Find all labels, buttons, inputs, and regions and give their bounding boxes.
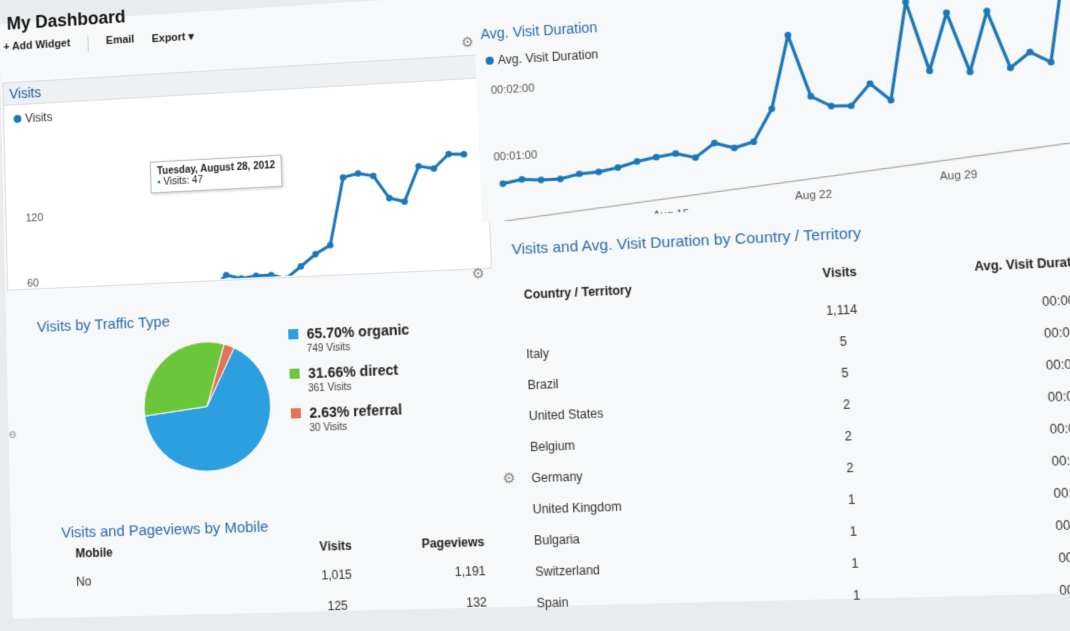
x-axis-line bbox=[35, 279, 470, 289]
cell: 1,191 bbox=[393, 555, 493, 589]
avg-duration-data-point[interactable] bbox=[499, 180, 506, 187]
cell: 00:05:39 bbox=[924, 508, 1070, 546]
avg-duration-line-chart[interactable]: 00:02:00 00:01:00 Aug 8Aug 15Aug 22Aug 2… bbox=[474, 0, 1070, 222]
visits-data-point[interactable] bbox=[268, 272, 275, 279]
gear-icon[interactable]: ⚙ bbox=[502, 469, 516, 487]
y-tick-label: 00:02:00 bbox=[491, 82, 535, 97]
cell: 1,015 bbox=[280, 558, 394, 592]
add-widget-button[interactable]: + Add Widget bbox=[3, 37, 70, 57]
avg-duration-data-point[interactable] bbox=[518, 176, 525, 183]
x-tick-label: Aug 29 bbox=[939, 169, 977, 183]
traffic-pie-chart[interactable] bbox=[136, 333, 279, 480]
email-button[interactable]: Email bbox=[106, 34, 135, 51]
traffic-visits: 361 Visits bbox=[308, 379, 412, 394]
visits-data-point[interactable] bbox=[461, 151, 468, 158]
visits-data-point[interactable] bbox=[283, 275, 290, 282]
avg-duration-data-point[interactable] bbox=[595, 169, 602, 176]
col-header[interactable]: Avg. Visit Duration bbox=[909, 245, 1070, 291]
mobile-title: Visits and Pageviews by Mobile bbox=[61, 518, 269, 541]
legend-swatch bbox=[288, 329, 298, 340]
y-tick-label: 120 bbox=[26, 212, 44, 225]
cell: 1 bbox=[785, 578, 929, 613]
cell: 1 bbox=[783, 546, 927, 582]
cell: 00:00:11 bbox=[926, 540, 1070, 577]
avg-duration-data-point[interactable] bbox=[557, 176, 564, 183]
visits-data-point[interactable] bbox=[208, 286, 214, 289]
avg-duration-data-point[interactable] bbox=[634, 158, 641, 165]
visits-data-point[interactable] bbox=[194, 284, 200, 288]
x-axis-line bbox=[502, 139, 1070, 221]
traffic-visits: 30 Visits bbox=[309, 419, 413, 434]
country-title: Visits and Avg. Visit Duration by Countr… bbox=[511, 225, 861, 259]
cell: 1 bbox=[780, 482, 924, 518]
cell: 00:00:00 bbox=[927, 573, 1070, 610]
cell: 00:00:00 bbox=[917, 379, 1070, 418]
visits-data-point[interactable] bbox=[355, 170, 362, 177]
collapse-icon[interactable]: ⊖ bbox=[8, 430, 16, 441]
export-dropdown[interactable]: Export ▾ bbox=[152, 30, 195, 48]
traffic-legend-item: 65.70% organic 749 Visits bbox=[288, 321, 410, 355]
country-table: Country / Territory Visits Avg. Visit Du… bbox=[517, 245, 1070, 619]
visits-data-point[interactable] bbox=[238, 275, 245, 282]
visits-data-point[interactable] bbox=[253, 272, 260, 279]
cell: 125 bbox=[281, 589, 395, 623]
avg-duration-data-point[interactable] bbox=[538, 177, 545, 184]
visits-widget: Visits ⚙ Visits 120 60 Aug 8Aug 15Aug 22… bbox=[2, 54, 492, 291]
cell: 2 bbox=[778, 450, 922, 486]
page-title: My Dashboard bbox=[7, 7, 126, 35]
traffic-percent: 2.63% referral bbox=[309, 401, 402, 421]
legend-swatch bbox=[289, 368, 299, 379]
avg-duration-series-line bbox=[495, 0, 1070, 184]
traffic-visits: 749 Visits bbox=[307, 340, 410, 355]
traffic-legend-item: 31.66% direct 361 Visits bbox=[289, 361, 411, 395]
traffic-percent: 65.70% organic bbox=[306, 321, 409, 342]
cell: 1 bbox=[782, 514, 926, 550]
avg-duration-data-point[interactable] bbox=[672, 150, 679, 157]
cell: 5 bbox=[774, 355, 917, 392]
traffic-type-title: Visits by Traffic Type bbox=[37, 313, 170, 336]
y-tick-label: 00:01:00 bbox=[493, 149, 537, 163]
y-tick-label: 60 bbox=[27, 277, 39, 288]
cell: 00:00:00 bbox=[919, 411, 1070, 449]
traffic-legend: 65.70% organic 749 Visits 31.66% direct … bbox=[288, 321, 413, 435]
cell: 132 bbox=[394, 586, 494, 620]
cell: 00:00:00 bbox=[920, 443, 1070, 481]
toolbar-divider bbox=[87, 36, 88, 52]
legend-swatch bbox=[291, 408, 301, 419]
tooltip-label: Visits: 47 bbox=[163, 175, 203, 188]
toolbar: + Add Widget Email Export ▾ bbox=[3, 30, 194, 57]
traffic-percent: 31.66% direct bbox=[308, 361, 399, 381]
visits-data-point[interactable] bbox=[179, 284, 185, 289]
x-tick-label: Aug 15 bbox=[653, 208, 690, 222]
visits-widget-title: Visits bbox=[9, 84, 41, 101]
col-header[interactable]: Visits bbox=[769, 254, 912, 298]
chart-tooltip: Tuesday, August 28, 2012 ▪ Visits: 47 bbox=[150, 155, 283, 194]
avg-duration-data-point[interactable] bbox=[653, 154, 660, 161]
x-tick-label: Aug 22 bbox=[795, 189, 833, 203]
traffic-legend-item: 2.63% referral 30 Visits bbox=[291, 401, 413, 435]
cell: 00:00:00 bbox=[922, 476, 1070, 514]
col-header[interactable]: Pageviews bbox=[392, 534, 491, 557]
avg-duration-data-point[interactable] bbox=[614, 164, 621, 171]
mobile-table: Mobile Visits Pageviews No 1,015 1,191 1… bbox=[69, 534, 493, 627]
gear-icon[interactable]: ⚙ bbox=[471, 265, 484, 283]
visits-data-point[interactable] bbox=[164, 284, 170, 289]
gear-icon[interactable]: ⚙ bbox=[461, 34, 474, 52]
cell: 2 bbox=[777, 418, 920, 455]
avg-duration-widget: Avg. Visit Duration Avg. Visit Duration … bbox=[474, 0, 1070, 222]
cell: 2 bbox=[775, 386, 918, 423]
visits-data-point[interactable] bbox=[340, 174, 347, 181]
avg-duration-data-point[interactable] bbox=[731, 144, 738, 151]
cell bbox=[71, 592, 282, 628]
cell: Spain bbox=[530, 581, 787, 619]
avg-duration-data-point[interactable] bbox=[576, 170, 583, 177]
